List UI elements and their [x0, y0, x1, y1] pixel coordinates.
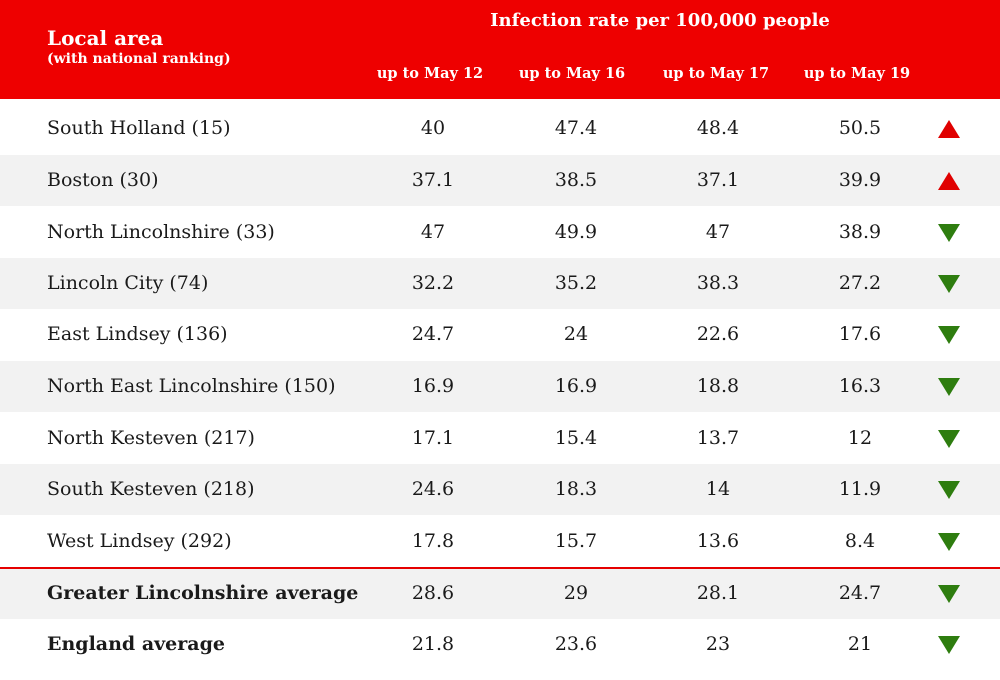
rate-value-cell: 27.2: [838, 272, 882, 294]
rate-value-cell: 38.3: [696, 272, 740, 294]
triangle-down-icon: [938, 585, 960, 603]
area-name-cell: South Holland (15): [47, 117, 231, 139]
rate-value-cell: 24.7: [838, 582, 882, 604]
rate-value-cell: 23: [705, 633, 731, 655]
area-name-cell: Lincoln City (74): [47, 272, 209, 294]
area-name-cell: West Lindsey (292): [47, 530, 232, 552]
column-header-may-16: up to May 16: [518, 65, 626, 82]
rate-value-cell: 15.4: [554, 427, 598, 449]
column-header-may-19: up to May 19: [803, 65, 911, 82]
rate-value-cell: 16.9: [554, 375, 598, 397]
rate-value-cell: 14: [705, 478, 731, 500]
triangle-down-icon: [938, 378, 960, 396]
rate-value-cell: 28.1: [696, 582, 740, 604]
rate-value-cell: 50.5: [838, 117, 882, 139]
rate-value-cell: 16.3: [838, 375, 882, 397]
rate-value-cell: 38.5: [554, 169, 598, 191]
area-name-cell: Boston (30): [47, 169, 159, 191]
rate-value-cell: 17.6: [838, 323, 882, 345]
rate-value-cell: 23.6: [554, 633, 598, 655]
triangle-up-icon: [938, 172, 960, 190]
triangle-down-icon: [938, 326, 960, 344]
rate-value-cell: 40: [420, 117, 446, 139]
triangle-down-icon: [938, 275, 960, 293]
column-header-may-17: up to May 17: [662, 65, 770, 82]
rate-value-cell: 39.9: [838, 169, 882, 191]
rate-value-cell: 37.1: [696, 169, 740, 191]
infection-rate-heading: Infection rate per 100,000 people: [490, 10, 830, 31]
table-row: South Holland (15) 40 47.4 48.4 50.5: [0, 103, 1000, 154]
rate-value-cell: 47: [705, 221, 731, 243]
national-ranking-subheading: (with national ranking): [47, 51, 231, 67]
rate-value-cell: 8.4: [844, 530, 876, 552]
rate-value-cell: 32.2: [411, 272, 455, 294]
rate-value-cell: 24.7: [411, 323, 455, 345]
table-header: Local area (with national ranking) Infec…: [0, 0, 1000, 99]
rate-value-cell: 17.1: [411, 427, 455, 449]
rate-value-cell: 28.6: [411, 582, 455, 604]
triangle-down-icon: [938, 430, 960, 448]
rate-value-cell: 49.9: [554, 221, 598, 243]
rate-value-cell: 24: [563, 323, 589, 345]
rate-value-cell: 13.6: [696, 530, 740, 552]
table-row: Boston (30) 37.1 38.5 37.1 39.9: [0, 155, 1000, 206]
rate-value-cell: 17.8: [411, 530, 455, 552]
summary-row: Greater Lincolnshire average 28.6 29 28.1 24…: [0, 568, 1000, 619]
triangle-down-icon: [938, 224, 960, 242]
rate-value-cell: 21: [847, 633, 873, 655]
rate-value-cell: 18.8: [696, 375, 740, 397]
triangle-down-icon: [938, 533, 960, 551]
rate-value-cell: 15.7: [554, 530, 598, 552]
area-name-cell: South Kesteven (218): [47, 478, 255, 500]
triangle-down-icon: [938, 481, 960, 499]
column-header-may-12: up to May 12: [376, 65, 484, 82]
area-name-cell: North Kesteven (217): [47, 427, 255, 449]
table-row: South Kesteven (218) 24.6 18.3 14 11.9: [0, 464, 1000, 515]
rate-value-cell: 29: [563, 582, 589, 604]
area-name-cell: North Lincolnshire (33): [47, 221, 275, 243]
table-row: North Kesteven (217) 17.1 15.4 13.7 12: [0, 413, 1000, 464]
table-row: Lincoln City (74) 32.2 35.2 38.3 27.2: [0, 258, 1000, 309]
rate-value-cell: 24.6: [411, 478, 455, 500]
area-name-cell: East Lindsey (136): [47, 323, 228, 345]
rate-value-cell: 12: [847, 427, 873, 449]
area-name-cell: England average: [47, 633, 225, 655]
local-area-heading: Local area: [47, 26, 164, 50]
area-name-cell: North East Lincolnshire (150): [47, 375, 336, 397]
rate-value-cell: 21.8: [411, 633, 455, 655]
table-row: North East Lincolnshire (150) 16.9 16.9 18.…: [0, 361, 1000, 412]
rate-value-cell: 47.4: [554, 117, 598, 139]
rate-value-cell: 35.2: [554, 272, 598, 294]
rate-value-cell: 16.9: [411, 375, 455, 397]
rate-value-cell: 48.4: [696, 117, 740, 139]
rate-value-cell: 38.9: [838, 221, 882, 243]
table-row: East Lindsey (136) 24.7 24 22.6 17.6: [0, 309, 1000, 360]
rate-value-cell: 13.7: [696, 427, 740, 449]
table-row: West Lindsey (292) 17.8 15.7 13.6 8.4: [0, 516, 1000, 567]
triangle-down-icon: [938, 636, 960, 654]
rate-value-cell: 11.9: [838, 478, 882, 500]
area-name-cell: Greater Lincolnshire average: [47, 582, 359, 604]
table-row: North Lincolnshire (33) 47 49.9 47 38.9: [0, 207, 1000, 258]
triangle-up-icon: [938, 120, 960, 138]
summary-row: England average 21.8 23.6 23 21: [0, 619, 1000, 670]
rate-value-cell: 18.3: [554, 478, 598, 500]
summary-divider: [0, 567, 1000, 569]
rate-value-cell: 47: [420, 221, 446, 243]
rate-value-cell: 22.6: [696, 323, 740, 345]
rate-value-cell: 37.1: [411, 169, 455, 191]
